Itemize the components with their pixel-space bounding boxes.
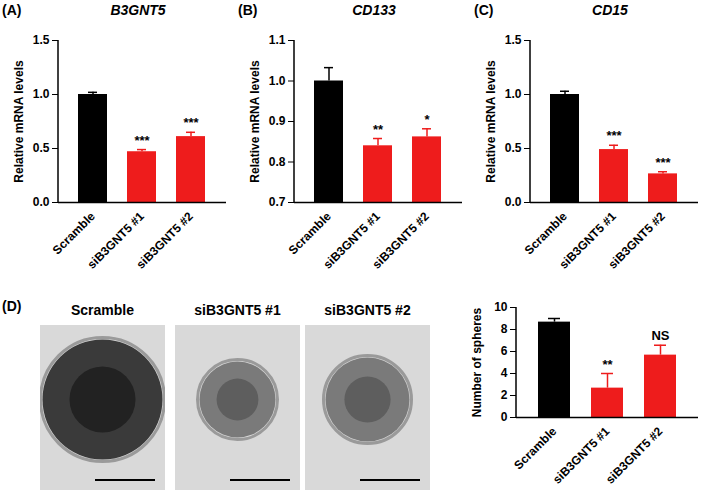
svg-text:0.9: 0.9 [269,114,286,128]
svg-text:0.0: 0.0 [505,195,522,209]
svg-text:siB3GNT5 #2: siB3GNT5 #2 [134,209,196,271]
svg-text:1.1: 1.1 [269,33,286,47]
svg-text:***: *** [183,115,199,130]
svg-text:siB3GNT5 #1: siB3GNT5 #1 [320,209,383,272]
svg-text:8: 8 [501,322,508,336]
html-text:siB3GNT5 #1: siB3GNT5 #1 [194,302,281,318]
svg-text:10: 10 [494,300,508,314]
svg-text:siB3GNT5 #1: siB3GNT5 #1 [84,209,147,272]
svg-text:***: *** [655,155,671,170]
svg-text:Scramble: Scramble [50,209,98,257]
html-text:siB3GNT5 #2: siB3GNT5 #2 [324,302,411,318]
svg-text:1.0: 1.0 [33,87,50,101]
html-text:(A): (A) [2,2,22,18]
svg-text:***: *** [134,133,150,148]
html-text:(D): (D) [2,298,22,314]
svg-text:Relative mRNA levels: Relative mRNA levels [12,60,26,183]
svg-text:Scramble: Scramble [286,209,334,257]
svg-text:2: 2 [501,388,508,402]
svg-text:siB3GNT5 #1: siB3GNT5 #1 [556,209,619,272]
html-text:(B): (B) [238,2,258,18]
svg-text:**: ** [602,357,613,372]
html-text:CD15: CD15 [592,2,628,18]
svg-text:*: * [424,112,430,127]
svg-text:siB3GNT5 #1: siB3GNT5 #1 [550,424,613,487]
svg-text:siB3GNT5 #2: siB3GNT5 #2 [603,424,665,486]
svg-text:siB3GNT5 #2: siB3GNT5 #2 [606,209,668,271]
svg-text:1.0: 1.0 [269,74,286,88]
html-text:(C): (C) [474,2,494,18]
html-text:B3GNT5: B3GNT5 [110,2,166,18]
svg-text:0.8: 0.8 [269,155,286,169]
svg-text:0.5: 0.5 [505,141,522,155]
svg-text:Relative mRNA levels: Relative mRNA levels [484,60,498,183]
svg-text:1.0: 1.0 [505,87,522,101]
svg-text:1.5: 1.5 [33,33,50,47]
svg-text:0.7: 0.7 [269,195,286,209]
svg-text:Number of spheres: Number of spheres [470,307,484,417]
svg-text:***: *** [606,128,622,143]
svg-text:Relative mRNA levels: Relative mRNA levels [248,60,262,183]
svg-text:0.0: 0.0 [33,195,50,209]
svg-text:1.5: 1.5 [505,33,522,47]
svg-text:Scramble: Scramble [511,424,559,472]
svg-text:0: 0 [501,410,508,424]
svg-text:6: 6 [501,344,508,358]
svg-text:**: ** [373,122,384,137]
svg-text:NS: NS [651,328,669,343]
html-text:Scramble: Scramble [71,302,134,318]
svg-text:Scramble: Scramble [522,209,570,257]
svg-text:0.5: 0.5 [33,141,50,155]
svg-text:4: 4 [501,366,508,380]
html-text:CD133: CD133 [352,2,396,18]
svg-text:siB3GNT5 #2: siB3GNT5 #2 [370,209,432,271]
